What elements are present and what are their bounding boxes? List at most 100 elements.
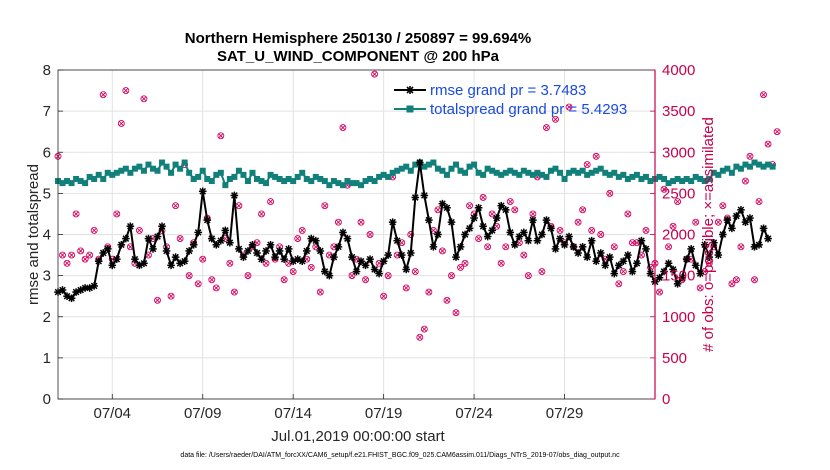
totalspread-point xyxy=(511,169,518,176)
obs-point xyxy=(457,263,464,271)
rmse-point xyxy=(375,269,383,278)
rmse-point xyxy=(434,230,442,239)
totalspread-point xyxy=(543,173,550,180)
rmse-point xyxy=(402,265,411,274)
obs-point xyxy=(113,210,121,218)
obs-point xyxy=(764,140,772,148)
totalspread-point xyxy=(421,163,428,170)
rmse-point xyxy=(678,273,686,282)
totalspread-point xyxy=(538,171,545,178)
totalspread-point xyxy=(312,173,319,180)
totalspread-point xyxy=(737,165,744,172)
totalspread-point xyxy=(389,169,396,176)
chart-title-line2: SAT_U_WIND_COMPONENT @ 200 hPa xyxy=(217,48,500,65)
totalspread-point xyxy=(235,167,242,174)
obs-point xyxy=(484,243,492,251)
obs-point xyxy=(615,280,623,288)
rmse-point xyxy=(565,232,573,241)
totalspread-point xyxy=(670,178,677,185)
rmse-point xyxy=(660,267,668,276)
rmse-point xyxy=(592,257,601,266)
obs-point xyxy=(479,194,487,201)
obs-point xyxy=(488,210,496,218)
rmse-point xyxy=(185,247,193,255)
rmse-point xyxy=(610,269,619,278)
rmse-point xyxy=(605,253,614,261)
rmse-point xyxy=(637,236,646,245)
obs-point xyxy=(416,333,424,341)
totalspread-point xyxy=(620,171,627,178)
totalspread-point xyxy=(367,175,374,182)
obs-point xyxy=(226,259,234,267)
obs-point xyxy=(122,87,130,95)
totalspread-point xyxy=(710,169,717,176)
totalspread-point xyxy=(317,175,324,182)
obs-point xyxy=(63,259,71,267)
totalspread-point xyxy=(321,178,328,185)
rmse-point xyxy=(673,280,682,288)
totalspread-point xyxy=(566,169,573,176)
totalspread-point xyxy=(434,165,441,172)
totalspread-point xyxy=(113,169,120,176)
rmse-point xyxy=(94,257,103,266)
rmse-point xyxy=(596,249,605,257)
y-tick-label-right: 1500 xyxy=(662,268,695,285)
totalspread-point xyxy=(615,173,622,180)
totalspread-point xyxy=(602,169,609,176)
data-file-footnote: data file: /Users/raeder/DAI/ATM_forcXX/… xyxy=(180,452,620,459)
totalspread-point xyxy=(746,163,753,170)
rmse-point xyxy=(103,245,112,253)
rmse-point xyxy=(122,234,130,243)
rmse-point xyxy=(90,282,98,290)
rmse-point xyxy=(235,245,243,253)
rmse-point xyxy=(524,236,533,245)
y-tick-label-left: 0 xyxy=(43,391,51,408)
totalspread-point xyxy=(59,180,66,187)
rmse-point xyxy=(755,240,763,249)
x-tick-label: 07/29 xyxy=(546,405,584,422)
rmse-point xyxy=(709,238,718,247)
chart-title-line1: Northern Hemisphere 250130 / 250897 = 99… xyxy=(185,30,531,47)
totalspread-point xyxy=(756,161,763,168)
obs-point xyxy=(262,259,270,267)
totalspread-point xyxy=(190,175,197,182)
totalspread-point xyxy=(715,171,722,178)
totalspread-point xyxy=(457,167,464,174)
obs-point xyxy=(552,115,559,123)
rmse-point xyxy=(271,253,279,261)
obs-point xyxy=(619,268,627,275)
rmse-point xyxy=(529,216,537,224)
y-tick-label-right: 3500 xyxy=(662,103,695,120)
obs-point xyxy=(316,288,324,296)
rmse-point xyxy=(253,249,261,257)
rmse-point xyxy=(217,236,225,245)
rmse-point xyxy=(126,222,135,231)
rmse-point xyxy=(646,269,655,278)
obs-point xyxy=(194,280,202,288)
rmse-point xyxy=(691,261,700,270)
obs-point xyxy=(217,132,225,140)
rmse-point xyxy=(58,286,67,294)
rmse-point xyxy=(547,224,555,233)
obs-point xyxy=(520,251,528,259)
rmse-point xyxy=(397,251,406,259)
rmse-point xyxy=(669,265,677,274)
obs-point xyxy=(466,202,474,210)
rmse-point xyxy=(705,253,714,261)
x-tick-label: 07/04 xyxy=(93,405,131,422)
totalspread-point xyxy=(633,171,640,178)
rmse-point xyxy=(343,234,352,243)
obs-point xyxy=(773,128,781,136)
totalspread-point xyxy=(244,178,251,185)
totalspread-point xyxy=(453,161,459,168)
totalspread-point xyxy=(68,180,75,187)
totalspread-point xyxy=(733,163,740,170)
totalspread-point xyxy=(466,163,473,170)
obs-point xyxy=(154,296,161,304)
y-axis-label-left: rmse and totalspread xyxy=(25,164,42,305)
totalspread-point xyxy=(724,165,731,172)
x-tick-label: 07/14 xyxy=(274,405,312,422)
rmse-point xyxy=(642,245,650,253)
obs-point xyxy=(402,284,410,292)
rmse-point xyxy=(226,238,234,247)
